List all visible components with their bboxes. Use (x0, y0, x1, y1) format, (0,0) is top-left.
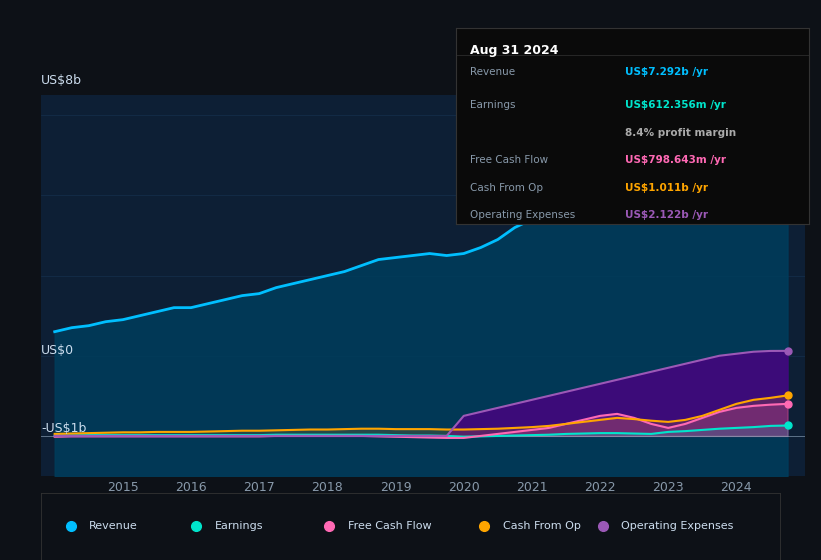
Text: Operating Expenses: Operating Expenses (621, 521, 733, 531)
Text: US$2.122b /yr: US$2.122b /yr (625, 210, 708, 220)
Text: Aug 31 2024: Aug 31 2024 (470, 44, 558, 57)
Text: Free Cash Flow: Free Cash Flow (348, 521, 431, 531)
Text: US$798.643m /yr: US$798.643m /yr (625, 155, 726, 165)
Text: Cash From Op: Cash From Op (502, 521, 580, 531)
Text: Revenue: Revenue (89, 521, 138, 531)
Text: US$0: US$0 (41, 343, 74, 357)
Text: Cash From Op: Cash From Op (470, 183, 543, 193)
Text: Earnings: Earnings (470, 100, 516, 110)
Text: US$612.356m /yr: US$612.356m /yr (625, 100, 726, 110)
Text: Free Cash Flow: Free Cash Flow (470, 155, 548, 165)
Text: US$7.292b /yr: US$7.292b /yr (625, 67, 708, 77)
Text: Revenue: Revenue (470, 67, 515, 77)
Text: US$8b: US$8b (41, 74, 82, 87)
Text: US$1.011b /yr: US$1.011b /yr (625, 183, 708, 193)
Text: 8.4% profit margin: 8.4% profit margin (625, 128, 736, 138)
Text: Operating Expenses: Operating Expenses (470, 210, 575, 220)
Text: Earnings: Earnings (215, 521, 264, 531)
Text: -US$1b: -US$1b (41, 422, 86, 435)
